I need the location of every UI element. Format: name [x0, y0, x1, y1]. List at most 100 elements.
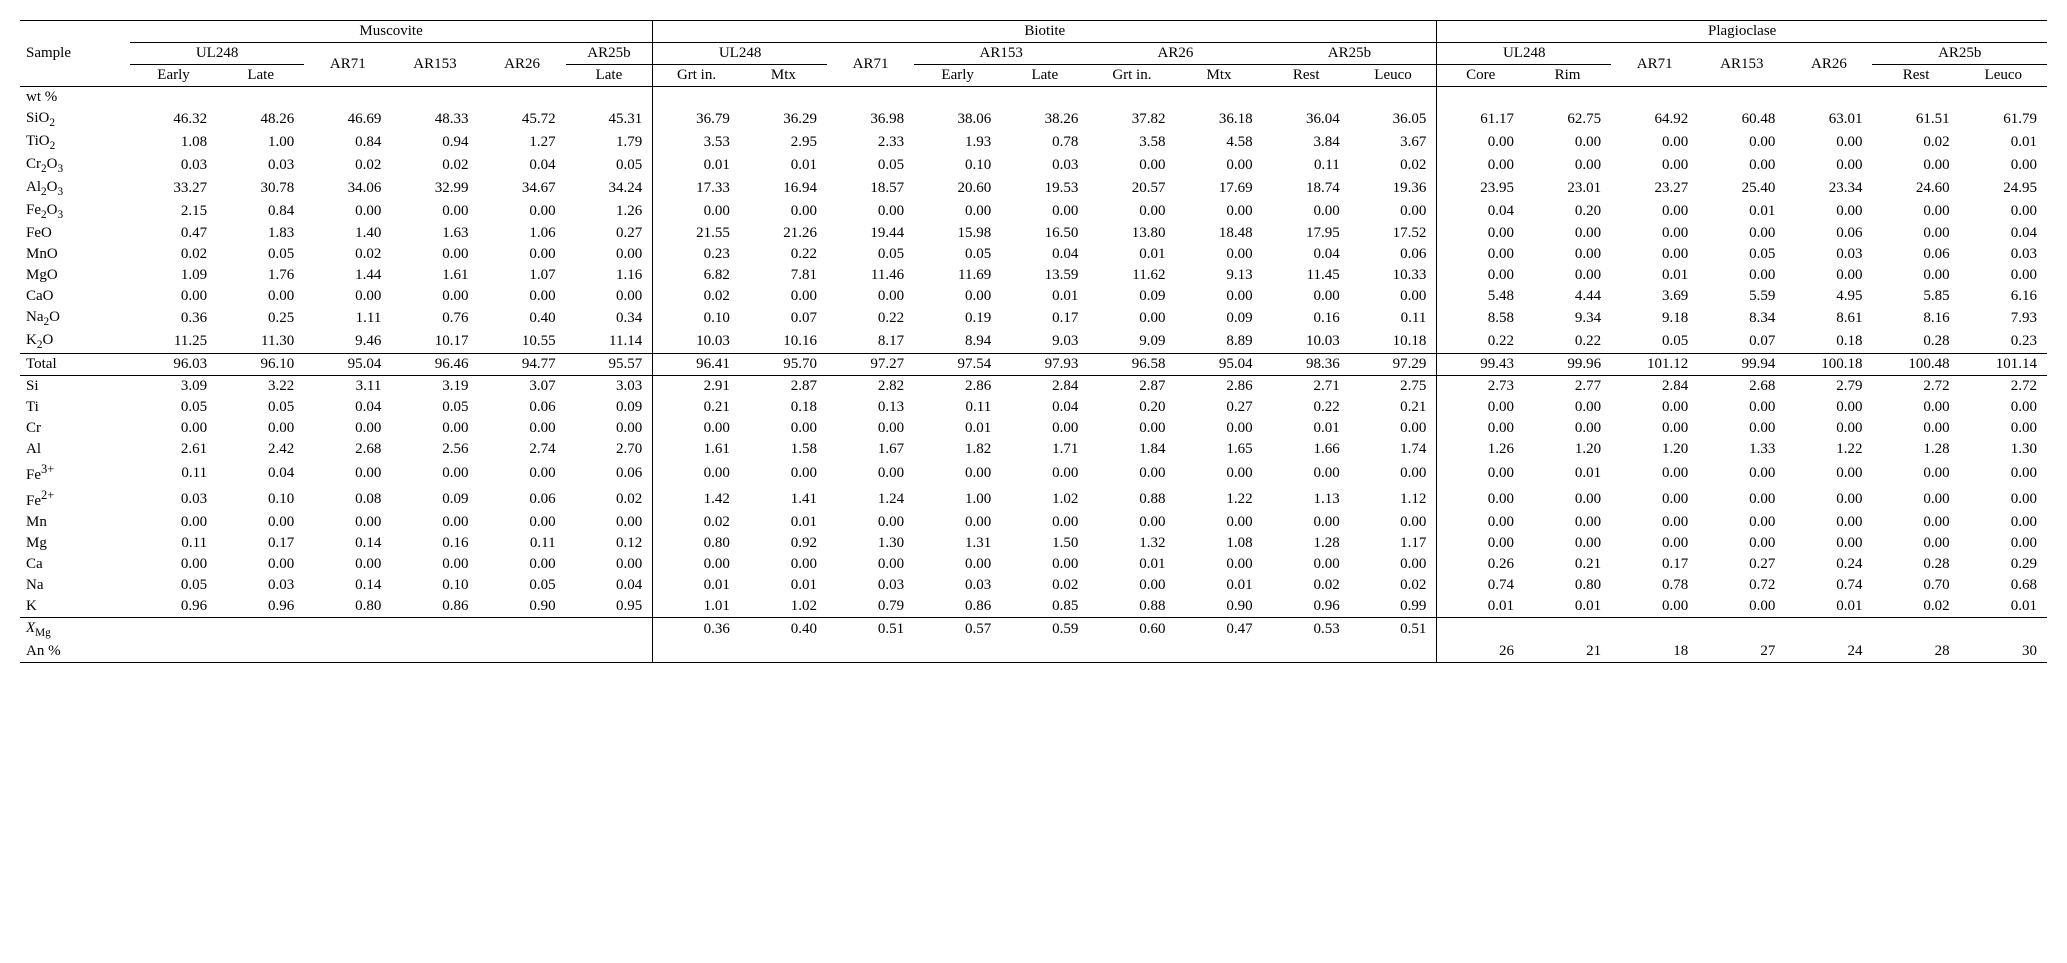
data-cell: 10.33	[1350, 265, 1437, 286]
data-cell: 0.24	[1785, 554, 1872, 575]
data-cell	[217, 641, 304, 663]
data-cell: 1.22	[1785, 439, 1872, 460]
data-cell: 21.55	[653, 223, 740, 244]
data-cell: 0.53	[1263, 618, 1350, 642]
data-cell: 8.94	[914, 330, 1001, 354]
data-cell: 0.79	[827, 596, 914, 618]
data-cell: 0.05	[914, 244, 1001, 265]
data-cell: 1.24	[827, 486, 914, 512]
h-mus-ar25b: AR25b	[566, 43, 653, 65]
data-cell	[304, 618, 391, 642]
data-cell: 62.75	[1524, 108, 1611, 131]
data-cell: 28	[1872, 641, 1959, 663]
data-cell: 0.00	[566, 286, 653, 307]
data-cell: 8.34	[1698, 307, 1785, 330]
data-cell: 0.00	[1785, 265, 1872, 286]
h-bio-mtx2: Mtx	[1175, 65, 1262, 87]
data-cell: 0.00	[566, 418, 653, 439]
data-cell: 1.42	[653, 486, 740, 512]
data-cell: 0.47	[130, 223, 217, 244]
data-cell: 1.82	[914, 439, 1001, 460]
row-MgO: MgO	[20, 265, 130, 286]
data-cell: 37.82	[1088, 108, 1175, 131]
data-cell: 0.00	[1698, 265, 1785, 286]
data-cell: 2.86	[914, 376, 1001, 398]
data-cell: 0.68	[1960, 575, 2047, 596]
h-mus-ul248: UL248	[130, 43, 304, 65]
data-cell: 0.00	[1698, 418, 1785, 439]
data-cell: 0.04	[1001, 244, 1088, 265]
data-cell: 0.00	[1088, 200, 1175, 223]
data-cell: 0.01	[1088, 554, 1175, 575]
data-cell: 0.04	[1960, 223, 2047, 244]
data-cell: 63.01	[1785, 108, 1872, 131]
data-cell: 0.06	[478, 486, 565, 512]
h-bio-ar25b: AR25b	[1263, 43, 1437, 65]
data-cell: 34.67	[478, 177, 565, 200]
data-cell: 36.29	[740, 108, 827, 131]
data-cell: 0.00	[1263, 460, 1350, 486]
data-cell: 0.00	[1001, 460, 1088, 486]
data-cell: 0.00	[1611, 418, 1698, 439]
data-cell: 0.01	[1698, 200, 1785, 223]
data-cell: 10.16	[740, 330, 827, 354]
data-cell: 0.00	[1960, 154, 2047, 177]
data-cell: 0.13	[827, 397, 914, 418]
data-cell: 0.00	[1611, 460, 1698, 486]
data-cell: 0.01	[1785, 596, 1872, 618]
data-cell: 0.05	[217, 244, 304, 265]
row-MnO: MnO	[20, 244, 130, 265]
data-cell: 8.58	[1437, 307, 1524, 330]
data-cell: 36.05	[1350, 108, 1437, 131]
data-cell: 0.80	[304, 596, 391, 618]
data-cell: 0.01	[1437, 596, 1524, 618]
data-cell: 0.00	[391, 200, 478, 223]
data-cell: 0.10	[653, 307, 740, 330]
data-cell: 0.01	[1175, 575, 1262, 596]
data-cell: 0.00	[1960, 533, 2047, 554]
data-cell: 2.73	[1437, 376, 1524, 398]
data-cell: 0.00	[827, 512, 914, 533]
header-muscovite: Muscovite	[130, 21, 653, 43]
data-cell: 0.03	[217, 154, 304, 177]
row-K2O: K2O	[20, 330, 130, 354]
data-cell: 0.05	[130, 575, 217, 596]
data-cell: 0.00	[1872, 223, 1959, 244]
data-cell: 0.00	[1872, 533, 1959, 554]
data-cell: 96.41	[653, 354, 740, 376]
data-cell: 0.00	[914, 286, 1001, 307]
data-cell: 0.16	[1263, 307, 1350, 330]
data-cell: 0.05	[130, 397, 217, 418]
data-cell: 0.23	[653, 244, 740, 265]
data-cell: 0.00	[130, 554, 217, 575]
data-cell: 0.74	[1785, 575, 1872, 596]
data-cell	[391, 87, 478, 109]
data-cell	[1611, 87, 1698, 109]
row-Na2O: Na2O	[20, 307, 130, 330]
h-plag-ar26: AR26	[1785, 43, 1872, 87]
data-cell: 0.01	[740, 154, 827, 177]
data-cell: 20.60	[914, 177, 1001, 200]
h-mus-early: Early	[130, 65, 217, 87]
h-mus-ar153: AR153	[391, 43, 478, 87]
data-cell: 0.04	[1001, 397, 1088, 418]
data-cell: 0.34	[566, 307, 653, 330]
data-cell	[1785, 618, 1872, 642]
data-cell: 0.06	[1872, 244, 1959, 265]
data-cell: 13.80	[1088, 223, 1175, 244]
data-cell: 36.79	[653, 108, 740, 131]
data-cell: 0.00	[653, 460, 740, 486]
data-cell: 1.61	[653, 439, 740, 460]
data-cell: 0.00	[1437, 131, 1524, 154]
data-cell: 0.00	[1088, 512, 1175, 533]
data-cell: 1.93	[914, 131, 1001, 154]
data-cell: 0.05	[1698, 244, 1785, 265]
h-mus-ar26: AR26	[478, 43, 565, 87]
data-cell: 0.00	[1872, 512, 1959, 533]
data-cell	[566, 641, 653, 663]
data-cell: 0.05	[391, 397, 478, 418]
row-Mg: Mg	[20, 533, 130, 554]
h-bio-grtin: Grt in.	[653, 65, 740, 87]
data-cell: 96.10	[217, 354, 304, 376]
data-cell	[1263, 641, 1350, 663]
